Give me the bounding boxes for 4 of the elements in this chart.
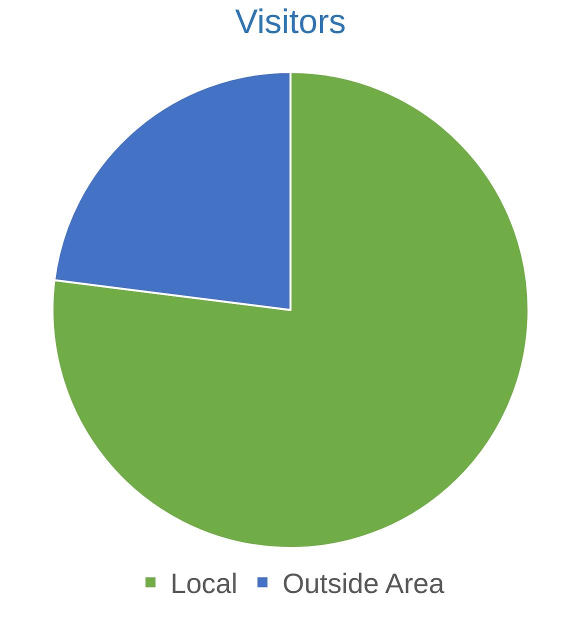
- pie-slice: [52, 71, 530, 549]
- legend-label: Local: [170, 568, 238, 600]
- legend-label: Outside Area: [282, 568, 445, 600]
- chart-title: Visitors: [235, 3, 346, 42]
